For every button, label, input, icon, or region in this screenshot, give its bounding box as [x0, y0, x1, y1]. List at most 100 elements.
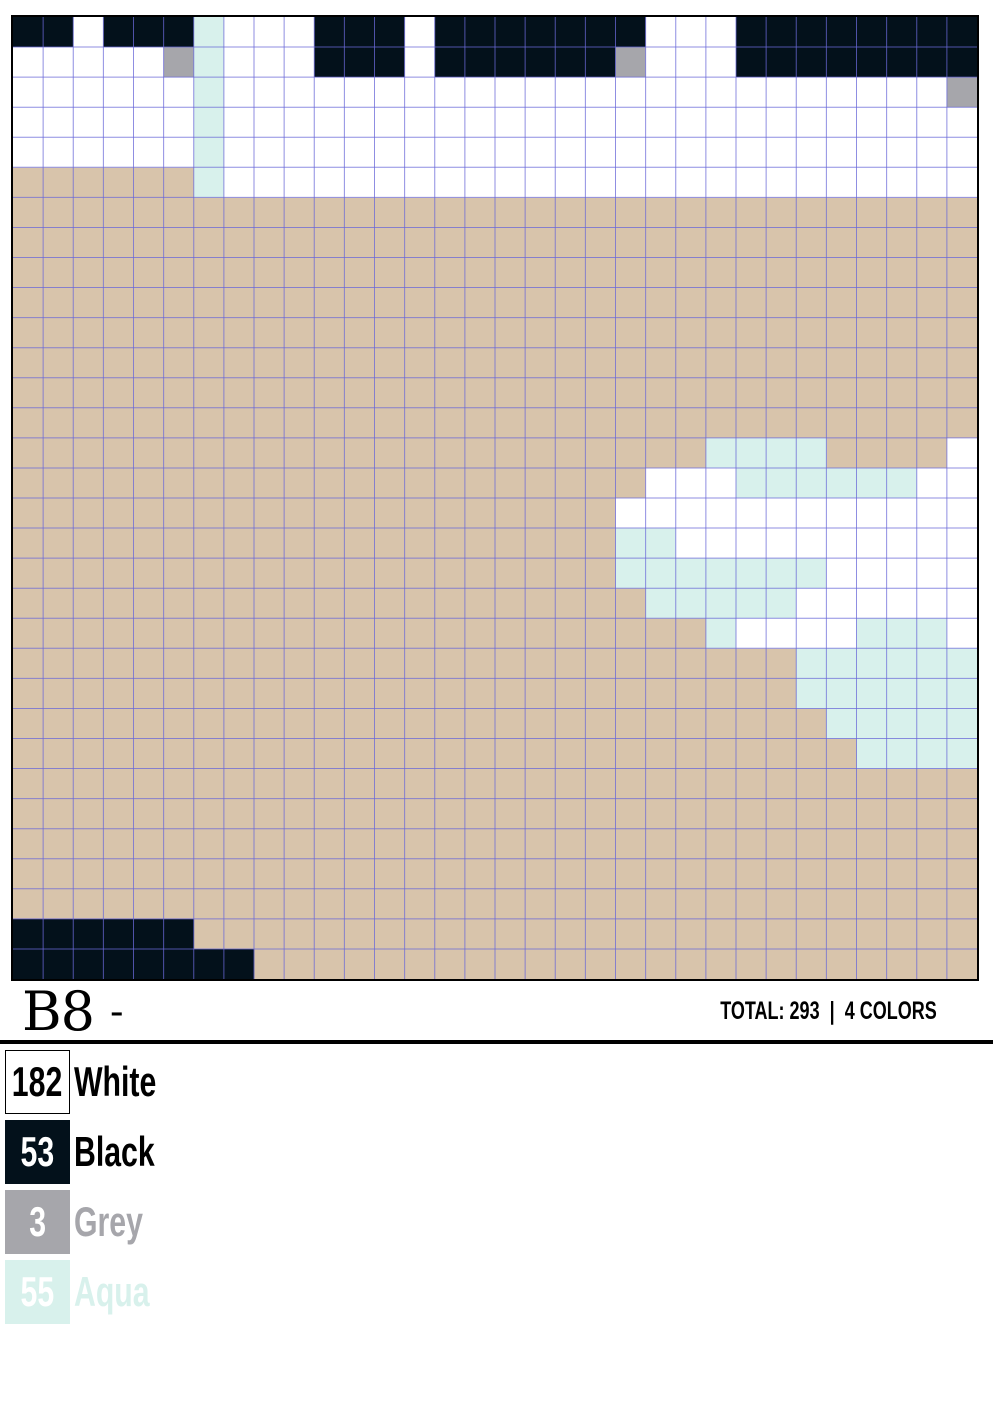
stitch-cell: [736, 17, 767, 48]
legend-row-grey: 3 Grey: [5, 1190, 405, 1254]
stitch-cell: [766, 167, 797, 198]
stitch-cell: [645, 47, 677, 78]
stitch-cell: [193, 47, 225, 78]
stitch-cell: [675, 167, 707, 198]
stitch-cell: [163, 17, 195, 48]
stitch-cell: [374, 137, 405, 168]
stitch-cell: [344, 77, 375, 108]
stitch-cell: [796, 678, 827, 709]
stitch-cell: [886, 528, 918, 559]
stitch-cell: [404, 77, 436, 108]
stitch-cell: [705, 528, 737, 559]
legend-row-black: 53 Black: [5, 1120, 405, 1184]
stitch-cell: [796, 498, 827, 529]
stitch-cell: [254, 137, 285, 168]
stitch-cell: [826, 167, 857, 198]
stitch-cell: [103, 137, 134, 168]
stitch-cell: [826, 17, 857, 48]
stitch-cell: [946, 47, 977, 78]
stitch-cell: [766, 528, 797, 559]
stitch-cell: [916, 467, 948, 499]
stitch-cell: [585, 167, 616, 198]
stitch-cell: [916, 618, 948, 649]
stitch-cell: [916, 558, 948, 589]
stitch-cell: [856, 167, 887, 198]
stitch-cell: [223, 107, 255, 138]
stitch-cell: [796, 618, 827, 649]
stitch-cell: [464, 17, 496, 48]
stitch-cell: [555, 17, 586, 48]
stitch-cell: [766, 17, 797, 48]
stitch-cell: [886, 708, 918, 739]
stitch-cell: [434, 17, 466, 48]
stitch-cell: [856, 678, 887, 709]
stitch-cell: [916, 167, 948, 198]
legend-row-white: 182 White: [5, 1050, 405, 1114]
stitch-cell: [766, 137, 797, 168]
stitch-cell: [946, 498, 977, 529]
stitch-cell: [43, 17, 74, 48]
stitch-cell: [856, 47, 887, 78]
stitch-cell: [555, 47, 586, 78]
stitch-cell: [13, 918, 44, 950]
stitch-cell: [163, 137, 195, 168]
stitch-cell: [43, 137, 74, 168]
stitch-cell: [43, 107, 74, 138]
stitch-cell: [193, 137, 225, 168]
stitch-cell: [826, 528, 857, 559]
stitch-cell: [856, 17, 887, 48]
stitch-cell: [916, 588, 948, 619]
stitch-cell: [314, 17, 345, 48]
stitch-cell: [585, 137, 616, 168]
stitch-cell: [585, 47, 616, 78]
stitch-cell: [645, 17, 677, 48]
stitch-cell: [434, 137, 466, 168]
stitch-cell: [193, 77, 225, 108]
stitch-cell: [856, 558, 887, 589]
stitch-cell: [736, 528, 767, 559]
stitch-cell: [495, 137, 526, 168]
stitch-cell: [826, 648, 857, 679]
stitch-cell: [555, 107, 586, 138]
stitch-cell: [615, 47, 646, 78]
stitch-cell: [705, 47, 737, 78]
stitch-cell: [314, 47, 345, 78]
stitch-cell: [314, 137, 345, 168]
swatch-grey: 3: [5, 1190, 70, 1254]
stitch-cell: [826, 708, 857, 739]
stitch-cell: [736, 498, 767, 529]
stitch-cell: [946, 437, 977, 469]
stitch-cell: [886, 77, 918, 108]
stitch-cell: [826, 137, 857, 168]
stitch-cell: [404, 137, 436, 168]
stitch-cell: [73, 77, 104, 108]
stitch-cell: [13, 47, 44, 78]
stitch-cell: [916, 107, 948, 138]
stitch-cell: [555, 167, 586, 198]
stitch-cell: [133, 137, 164, 168]
stitch-cell: [705, 437, 737, 469]
stitch-cell: [856, 588, 887, 619]
stitch-cell: [675, 77, 707, 108]
stitch-cell: [434, 77, 466, 108]
stitch-cell: [284, 107, 315, 138]
stitch-cell: [886, 588, 918, 619]
stitch-cell: [344, 167, 375, 198]
stitch-cell: [645, 137, 677, 168]
stitch-cell: [43, 77, 74, 108]
stitch-cell: [705, 167, 737, 198]
stitch-cell: [13, 77, 44, 108]
stitch-cell: [254, 167, 285, 198]
stitch-cell: [766, 107, 797, 138]
legend-row-aqua: 55 Aqua: [5, 1260, 405, 1324]
stitch-cell: [796, 437, 827, 469]
stitch-cell: [886, 107, 918, 138]
stitch-cell: [675, 498, 707, 529]
stitch-cell: [495, 167, 526, 198]
black-name: Black: [74, 1128, 155, 1175]
stitch-cell: [946, 708, 977, 739]
stitch-cell: [705, 588, 737, 619]
stitch-cell: [916, 678, 948, 709]
divider: [0, 1040, 993, 1044]
stitch-cell: [886, 17, 918, 48]
